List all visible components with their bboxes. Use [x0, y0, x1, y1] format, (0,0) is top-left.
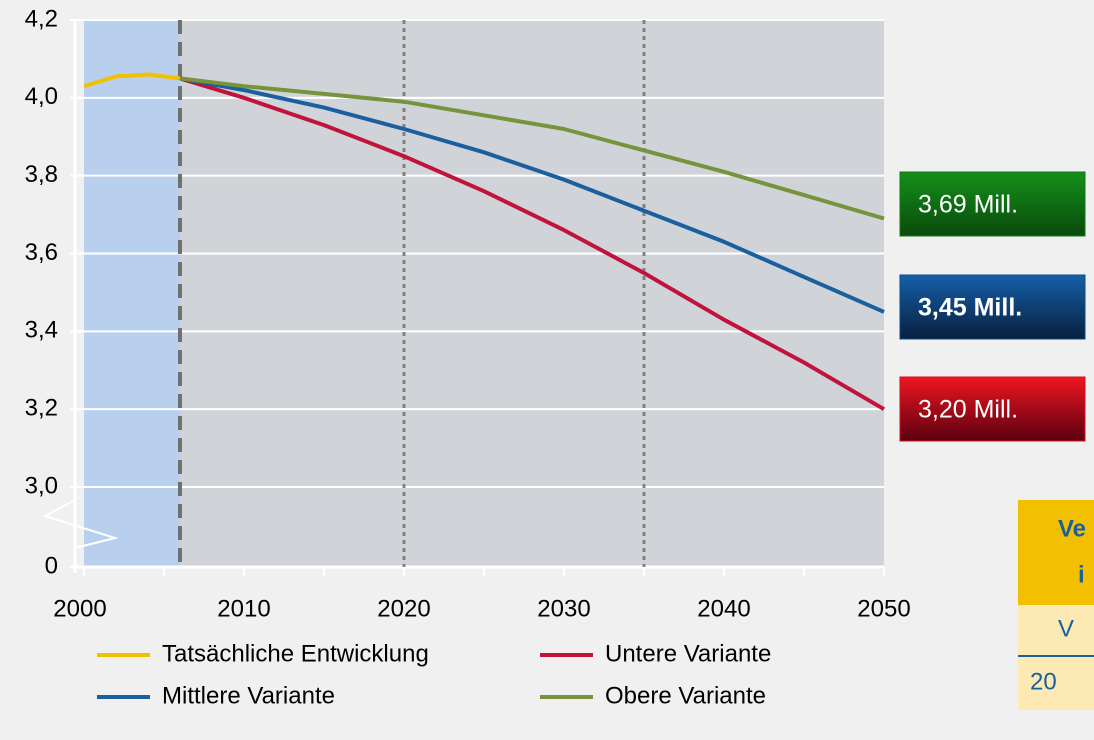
- y-tick-label: 3,6: [25, 239, 58, 266]
- value-box-label: 3,20 Mill.: [918, 396, 1018, 424]
- x-tick-label: 2050: [857, 595, 910, 622]
- x-tick-label: 2040: [697, 595, 750, 622]
- y-tick-label: 3,2: [25, 395, 58, 422]
- table-header: [1018, 500, 1094, 605]
- table-header-text: Ve: [1058, 515, 1086, 542]
- y-tick-label: 4,0: [25, 83, 58, 110]
- series-line: [179, 76, 885, 314]
- plot: 0 3,0 3,2 3,4 3,6 3,8 4,0 4,2 2000 2010 2020 2030 20…: [25, 5, 1086, 709]
- y-tick-label: 3,8: [25, 161, 58, 188]
- value-box-label: 3,69 Mill.: [918, 191, 1018, 219]
- axis-break: [42, 499, 119, 549]
- y-tick-label: 0: [45, 552, 58, 579]
- y-tick-label: 4,2: [25, 5, 58, 32]
- series-line: [179, 76, 886, 411]
- data-table: Ve i V 20: [1018, 500, 1094, 710]
- value-box: [899, 171, 1086, 237]
- legend-label: Tatsächliche Entwicklung: [162, 640, 429, 667]
- x-tick-label: 2000: [53, 595, 106, 622]
- legend-label: Obere Variante: [605, 682, 766, 709]
- table-header-text: i: [1078, 561, 1085, 588]
- x-tick-label: 2020: [377, 595, 430, 622]
- y-tick-label: 3,4: [25, 317, 58, 344]
- series-line: [83, 72, 181, 89]
- value-box: [899, 376, 1086, 442]
- legend-label: Mittlere Variante: [162, 682, 335, 709]
- value-box: [899, 274, 1086, 340]
- y-tick-label: 3,0: [25, 472, 58, 499]
- series-line: [179, 76, 885, 221]
- shaded-span: [84, 20, 180, 567]
- x-tick-label: 2010: [217, 595, 270, 622]
- table-body: [1018, 605, 1094, 710]
- table-cell: 20: [1030, 668, 1057, 695]
- plot-area: [180, 20, 884, 567]
- value-box-label: 3,45 Mill.: [918, 294, 1022, 322]
- legend-label: Untere Variante: [605, 640, 771, 667]
- table-cell: V: [1058, 615, 1074, 642]
- x-tick-label: 2030: [537, 595, 590, 622]
